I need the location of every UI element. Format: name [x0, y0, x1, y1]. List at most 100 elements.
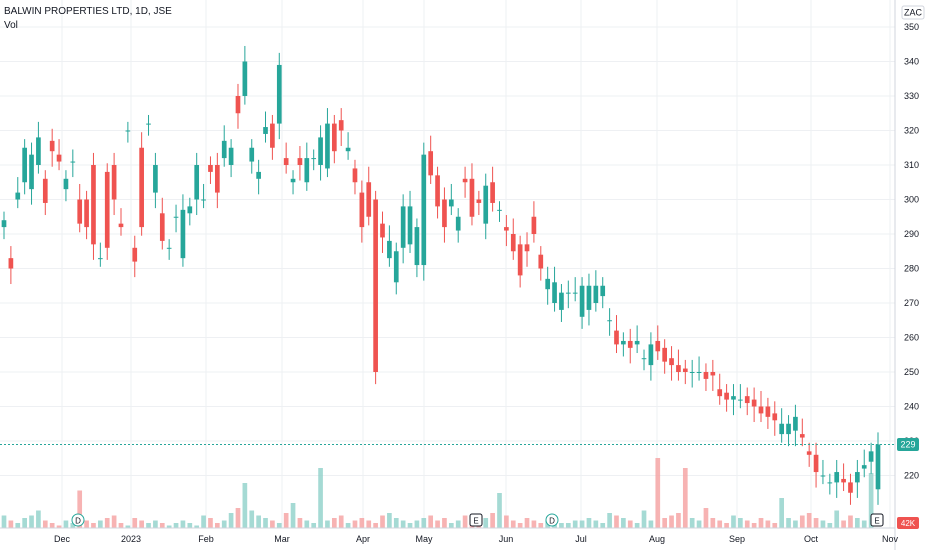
candle-body	[731, 396, 736, 400]
volume-bar	[414, 520, 420, 528]
candle-body	[875, 444, 881, 490]
candle-body	[827, 482, 833, 484]
volume-bar	[765, 520, 771, 528]
volume-bar	[338, 515, 344, 528]
candle-body	[490, 182, 495, 203]
candle-body	[242, 61, 248, 96]
x-tick-label: 2023	[121, 534, 141, 544]
volume-bar	[462, 515, 468, 528]
volume-bar	[744, 520, 750, 528]
candle-body	[689, 372, 695, 373]
candle-body	[1, 220, 7, 228]
volume-bar	[49, 523, 55, 528]
dividend-marker	[545, 513, 559, 527]
y-tick-label: 330	[904, 91, 919, 101]
candle-body	[579, 285, 585, 317]
volume-bar	[868, 473, 874, 528]
candle-body	[70, 161, 76, 163]
volume-bar	[793, 520, 798, 528]
volume-bar	[841, 520, 846, 528]
candle-body	[256, 171, 261, 179]
x-tick-label: Sep	[729, 534, 745, 544]
volume-bar	[331, 518, 337, 528]
volume-bar	[407, 523, 413, 528]
time-axis[interactable]: Dec 2023 Feb Mar Apr May Jun Jul Aug Sep Oct Nov	[54, 534, 899, 544]
y-tick-label: 280	[904, 264, 919, 274]
candle-body	[607, 320, 612, 322]
candle-body	[297, 158, 303, 165]
volume-bar	[435, 520, 440, 528]
candle-body	[214, 165, 220, 193]
volume-bar	[806, 513, 812, 528]
candle-body	[194, 165, 200, 200]
volume-bar	[84, 520, 89, 528]
earnings-marker	[469, 513, 483, 527]
candle-body	[861, 465, 867, 469]
candle-body	[331, 123, 337, 152]
candle-body	[662, 347, 668, 362]
candle-body	[820, 475, 826, 477]
volume-bar	[139, 520, 144, 528]
currency-badge-box	[901, 5, 925, 20]
volume-bar	[490, 513, 495, 528]
candle-body	[311, 158, 317, 160]
volume-bar	[304, 520, 310, 528]
currency-badge[interactable]: ZAC	[901, 5, 925, 20]
volume-bar	[627, 520, 633, 528]
candle-body	[180, 209, 186, 259]
volume-bar	[455, 520, 461, 528]
volume-bar	[325, 520, 330, 528]
volume-bar	[483, 518, 489, 528]
volume-bar	[662, 518, 668, 528]
candle-body	[166, 247, 172, 249]
y-tick-label: 350	[904, 22, 919, 32]
volume-bar	[586, 518, 592, 528]
candle-body	[139, 147, 144, 228]
candle-body	[758, 406, 764, 414]
volume-bar	[738, 518, 743, 528]
volume-bar	[214, 523, 220, 528]
candle-body	[744, 396, 750, 404]
volume-bar	[42, 520, 48, 528]
volume-bar	[63, 520, 69, 528]
candle-body	[36, 137, 41, 165]
candle-body	[600, 285, 606, 297]
volume-bar	[256, 515, 261, 528]
volume-bar	[36, 510, 41, 528]
candle-body	[118, 223, 124, 228]
volume-bar	[373, 523, 378, 528]
volume-bar	[855, 518, 860, 528]
candle-body	[263, 127, 268, 134]
x-tick-label: Oct	[804, 534, 819, 544]
candle-body	[104, 171, 110, 248]
candle-body	[455, 216, 461, 231]
candle-body	[545, 278, 551, 290]
volume-bar	[153, 520, 158, 528]
candle-body	[641, 358, 647, 360]
y-tick-label: 300	[904, 195, 919, 205]
candle-body	[270, 123, 275, 148]
candle-body	[786, 423, 791, 435]
candle-body	[325, 123, 330, 169]
candle-body	[703, 372, 709, 379]
x-tick-label: Dec	[54, 534, 71, 544]
volume-bar	[772, 523, 778, 528]
volume-bar	[600, 523, 606, 528]
candle-body	[98, 258, 103, 260]
volume-bar	[1, 515, 7, 528]
volume-bar	[497, 493, 502, 528]
volume-bar	[428, 515, 434, 528]
x-tick-label: Apr	[356, 534, 370, 544]
candle-body	[676, 365, 681, 372]
x-tick-label: Jul	[575, 534, 587, 544]
x-tick-label: Aug	[649, 534, 665, 544]
volume-bar	[861, 520, 867, 528]
last-volume-box	[897, 517, 919, 529]
candle-body	[22, 147, 27, 183]
candle-body	[627, 340, 633, 348]
volume-bar	[290, 503, 296, 528]
candle-body	[855, 472, 860, 483]
candle-body	[421, 154, 427, 266]
